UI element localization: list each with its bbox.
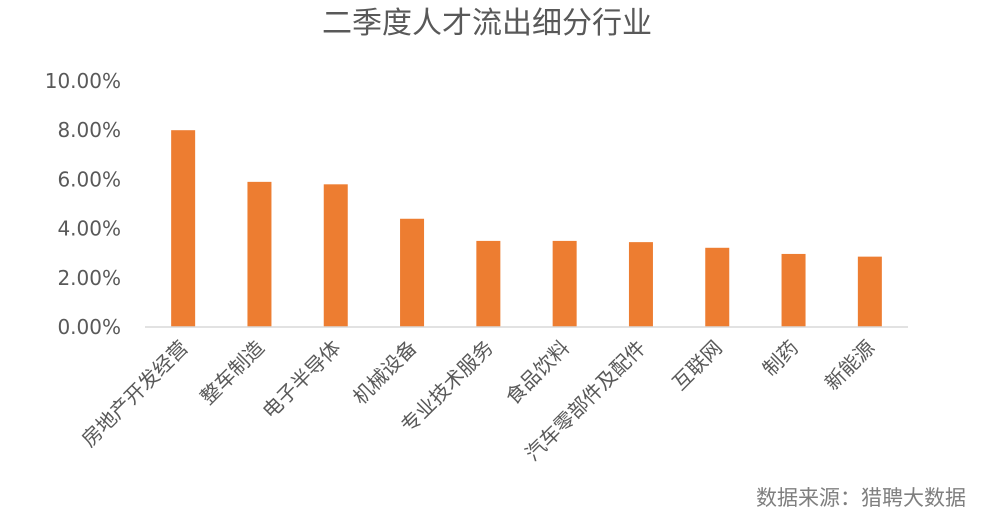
bar xyxy=(705,247,730,327)
y-tick-label: 0.00% xyxy=(57,315,121,339)
chart-title: 二季度人才流出细分行业 xyxy=(322,6,652,41)
x-tick-label: 房地产开发经营 xyxy=(77,336,193,452)
bar xyxy=(323,184,348,327)
y-tick-label: 2.00% xyxy=(57,266,121,290)
bar xyxy=(628,242,653,327)
x-tick-label: 食品饮料 xyxy=(501,336,575,410)
y-tick-label: 10.00% xyxy=(45,69,121,93)
bar xyxy=(171,130,196,327)
y-tick-label: 8.00% xyxy=(57,118,121,142)
y-tick-label: 4.00% xyxy=(57,217,121,241)
bar xyxy=(552,240,577,327)
bar xyxy=(857,256,882,327)
bars xyxy=(171,130,882,327)
bar xyxy=(247,181,272,327)
x-tick-label: 新能源 xyxy=(820,336,879,395)
y-axis-ticks: 0.00% 2.00% 4.00% 6.00% 8.00% 10.00% xyxy=(45,69,121,339)
x-tick-label: 机械设备 xyxy=(348,336,422,410)
bar xyxy=(476,240,501,327)
source-note: 数据来源：猎聘大数据 xyxy=(756,486,966,510)
x-tick-label: 制药 xyxy=(758,336,803,381)
x-tick-label: 整车制造 xyxy=(195,336,269,410)
bar xyxy=(400,218,425,327)
y-tick-label: 6.00% xyxy=(57,167,121,191)
x-tick-label: 互联网 xyxy=(667,336,726,395)
bar xyxy=(781,253,806,327)
x-tick-label: 电子半导体 xyxy=(258,336,346,424)
